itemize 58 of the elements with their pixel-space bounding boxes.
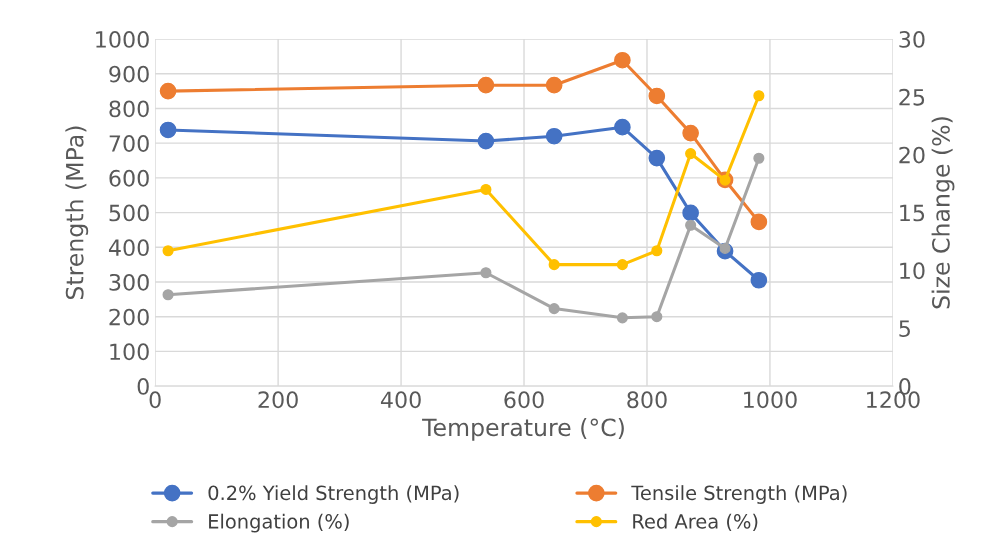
point — [548, 259, 560, 271]
point — [159, 82, 177, 100]
legend-label: 0.2% Yield Strength (MPa) — [208, 485, 459, 504]
point — [480, 183, 492, 195]
y2-axis-title: Size Change (%) — [931, 117, 955, 309]
y-tick-label: 400 — [108, 239, 149, 257]
point — [548, 303, 560, 315]
point — [682, 124, 699, 142]
y-tick-label: 1000 — [96, 31, 149, 48]
y-tick-label: 300 — [109, 273, 149, 291]
point — [753, 90, 765, 102]
point — [477, 76, 495, 94]
y-tick-label: 800 — [109, 100, 149, 118]
y2-tick-label: 30 — [899, 31, 925, 48]
point — [651, 311, 663, 323]
legend-label: Elongation (%) — [209, 513, 349, 533]
point — [159, 121, 177, 139]
point — [753, 152, 765, 164]
y-tick-label: 700 — [109, 135, 149, 152]
x-tick-label: 1000 — [744, 391, 797, 409]
point — [162, 289, 174, 301]
x-tick-label: 800 — [627, 391, 667, 409]
point — [162, 245, 174, 257]
point — [682, 204, 699, 222]
point — [614, 118, 631, 136]
x-tick-label: 400 — [380, 391, 421, 409]
y-tick-label: 900 — [109, 65, 149, 83]
x-axis-title: Temperature (°C) — [422, 418, 624, 441]
point — [750, 271, 768, 289]
point — [545, 76, 563, 94]
point — [477, 132, 495, 150]
x-tick-label: 200 — [258, 391, 298, 409]
y-tick-label: 0 — [137, 378, 149, 395]
y2-tick-label: 5 — [899, 320, 910, 338]
legend-label: Red Area (%) — [633, 513, 758, 532]
point — [648, 149, 666, 167]
point — [480, 267, 492, 279]
point — [685, 148, 697, 160]
y-tick-label: 600 — [109, 169, 149, 187]
point — [616, 312, 628, 324]
x-tick-label: 600 — [504, 391, 544, 409]
y-axis-title: Strength (MPa) — [65, 126, 89, 300]
point — [750, 213, 768, 231]
point — [614, 51, 631, 69]
point — [545, 127, 563, 145]
y-tick-label: 500 — [109, 204, 149, 222]
point — [648, 87, 666, 105]
y-tick-label: 200 — [109, 308, 149, 326]
x-tick-label: 0 — [149, 391, 161, 409]
y2-tick-label: 15 — [900, 204, 925, 222]
y-tick-label: 100 — [110, 343, 149, 361]
point — [651, 245, 663, 257]
y2-tick-label: 20 — [899, 146, 925, 164]
y2-tick-label: 10 — [900, 262, 925, 280]
legend-label: Tensile Strength (MPa) — [631, 485, 847, 504]
y2-tick-label: 25 — [899, 88, 925, 106]
point — [616, 259, 628, 271]
point — [685, 219, 697, 231]
